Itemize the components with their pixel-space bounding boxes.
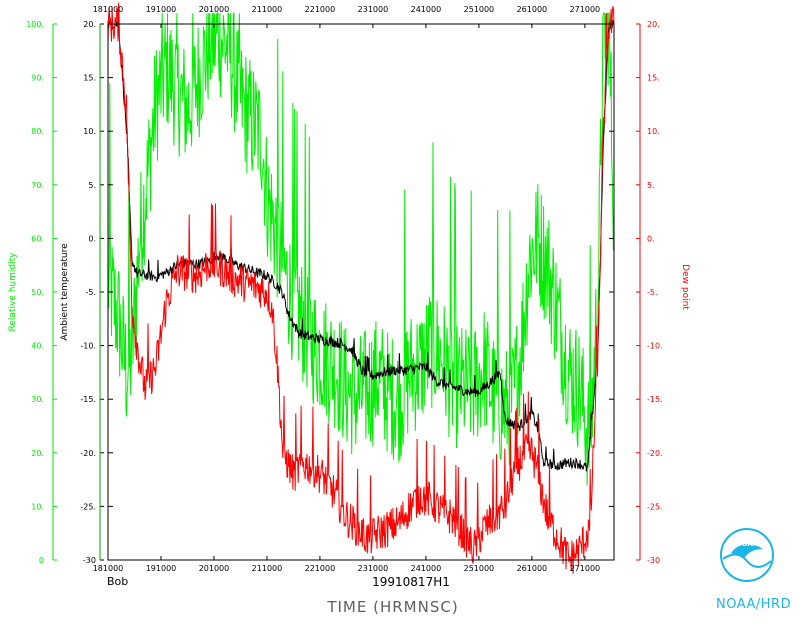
rh-tick-label: 70. xyxy=(31,181,44,190)
noaa-logo-bird xyxy=(731,543,763,557)
x-tick-label: 261000 xyxy=(517,564,548,573)
x-tick-label: 241000 xyxy=(411,564,442,573)
x-tick-label-top: 231000 xyxy=(358,5,389,14)
x-tick-label: 191000 xyxy=(146,564,177,573)
noaa-logo-wave xyxy=(722,553,772,568)
dew-tick-label: -20. xyxy=(647,449,663,458)
dew-tick-label: -10. xyxy=(647,342,663,351)
rh-tick-label: 10. xyxy=(31,502,44,511)
rh-tick-label: 0 xyxy=(39,556,44,565)
dew-tick-label: 10. xyxy=(647,127,660,136)
noaa-hrd-label: NOAA/HRD xyxy=(716,597,792,612)
x-tick-label-top: 211000 xyxy=(252,5,283,14)
dew-tick-label: 15. xyxy=(647,74,660,83)
storm-name: Bob xyxy=(107,575,128,588)
x-tick-label-top: 181000 xyxy=(93,5,124,14)
rh-axis-label: Relative humidity xyxy=(8,252,18,332)
noaa-logo-ring xyxy=(720,528,774,582)
ticks-layer: 181000 181000 191000 191000 201000 201000 2110… xyxy=(26,5,662,573)
rh-tick-label: 50. xyxy=(31,288,44,297)
x-tick-label-top: 271000 xyxy=(570,5,601,14)
dew-axis-label: Dew point xyxy=(680,264,690,310)
series-ambient-temperature xyxy=(107,19,615,472)
series-layer xyxy=(107,2,615,574)
temp-tick-label: -10. xyxy=(80,342,96,351)
noaa-logo: NOAA xyxy=(720,528,774,582)
dew-tick-label: 0. xyxy=(647,234,655,243)
temp-axis-label: Ambient temperature xyxy=(60,243,70,341)
temp-tick-label: -30 xyxy=(83,556,96,565)
noaa-logo-text: NOAA xyxy=(736,540,759,548)
temp-tick-label: 0. xyxy=(88,234,96,243)
temp-tick-label: -20. xyxy=(80,449,96,458)
rh-tick-label: 90. xyxy=(31,74,44,83)
series-dew-point xyxy=(107,2,615,574)
temp-tick-label: -15. xyxy=(80,395,96,404)
x-tick-label-top: 241000 xyxy=(411,5,442,14)
dew-tick-label: -5. xyxy=(647,288,658,297)
x-tick-label: 181000 xyxy=(93,564,124,573)
temp-tick-label: 15. xyxy=(83,74,96,83)
x-tick-label-top: 221000 xyxy=(305,5,336,14)
rh-tick-label: 60. xyxy=(31,234,44,243)
temp-tick-label: 10. xyxy=(83,127,96,136)
temp-tick-label: -5. xyxy=(85,288,96,297)
rh-tick-label: 80. xyxy=(31,127,44,136)
x-tick-label: 231000 xyxy=(358,564,389,573)
rh-tick-label: 40. xyxy=(31,342,44,351)
temp-tick-label: -25. xyxy=(80,502,96,511)
x-tick-label-top: 261000 xyxy=(517,5,548,14)
rh-tick-label: 20. xyxy=(31,449,44,458)
x-tick-label-top: 201000 xyxy=(199,5,230,14)
x-tick-label: 271000 xyxy=(570,564,601,573)
dew-tick-label: -15. xyxy=(647,395,663,404)
x-tick-label-top: 191000 xyxy=(146,5,177,14)
dew-tick-label: 5. xyxy=(647,181,655,190)
x-tick-label: 251000 xyxy=(464,564,495,573)
dew-tick-label: 20. xyxy=(647,20,660,29)
flight-id: 19910817H1 xyxy=(372,575,450,589)
temp-tick-label: 5. xyxy=(88,181,96,190)
dew-tick-label: -25. xyxy=(647,502,663,511)
temp-tick-label: 20. xyxy=(83,20,96,29)
x-tick-label-top: 251000 xyxy=(464,5,495,14)
x-tick-label: 201000 xyxy=(199,564,230,573)
dew-tick-label: -30 xyxy=(647,556,660,565)
x-tick-label: 221000 xyxy=(305,564,336,573)
x-tick-label: 211000 xyxy=(252,564,283,573)
x-axis-title: TIME (HRMNSC) xyxy=(326,598,458,616)
rh-tick-label: 100. xyxy=(26,20,44,29)
rh-tick-label: 30. xyxy=(31,395,44,404)
